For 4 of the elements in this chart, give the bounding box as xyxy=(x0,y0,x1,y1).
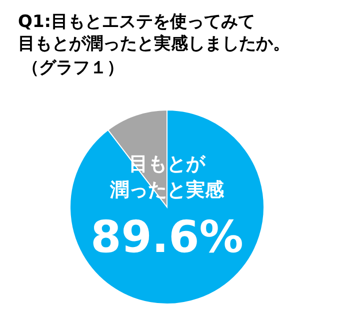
chart-title: Q1:目もとエステを使ってみて目もとが潤ったと実感しましたか。 xyxy=(18,12,290,54)
chart-subtitle: （グラフ１） xyxy=(22,58,124,78)
pie-slice xyxy=(70,110,264,304)
data-label: 89.6% xyxy=(90,212,244,263)
